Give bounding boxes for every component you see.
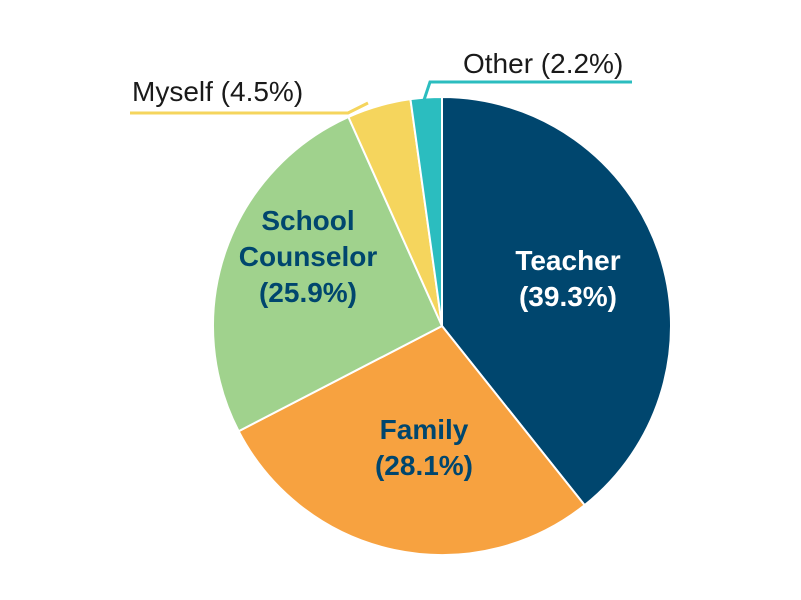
slice-label-line: (28.1%) xyxy=(375,450,473,481)
slice-label-teacher: Teacher (39.3%) xyxy=(515,245,620,312)
slice-label-school-counselor: School Counselor (25.9%) xyxy=(239,205,378,308)
slice-label-other: Other (2.2%) xyxy=(463,48,623,79)
slice-label-line: Teacher xyxy=(515,245,620,276)
pie-slice-family xyxy=(237,324,587,556)
label-leader-lines xyxy=(130,80,632,115)
slice-labels: Teacher (39.3%) Family (28.1%) School Counsel… xyxy=(132,48,623,481)
pie-slices xyxy=(212,95,672,556)
slice-label-line: (25.9%) xyxy=(259,277,357,308)
slice-label-line: (39.3%) xyxy=(519,281,617,312)
slice-label-myself: Myself (4.5%) xyxy=(132,76,303,107)
pie-slice-teacher xyxy=(441,95,672,507)
leader-line-myself xyxy=(130,101,369,115)
slice-label-line: Myself (4.5%) xyxy=(132,76,303,107)
slice-label-line: Other (2.2%) xyxy=(463,48,623,79)
slice-label-line: School xyxy=(261,205,354,236)
slice-label-line: Family xyxy=(380,414,469,445)
slice-label-family: Family (28.1%) xyxy=(375,414,473,481)
leader-line-other xyxy=(422,80,632,101)
slice-label-line: Counselor xyxy=(239,241,378,272)
pie-slice-school-counselor xyxy=(212,115,444,433)
